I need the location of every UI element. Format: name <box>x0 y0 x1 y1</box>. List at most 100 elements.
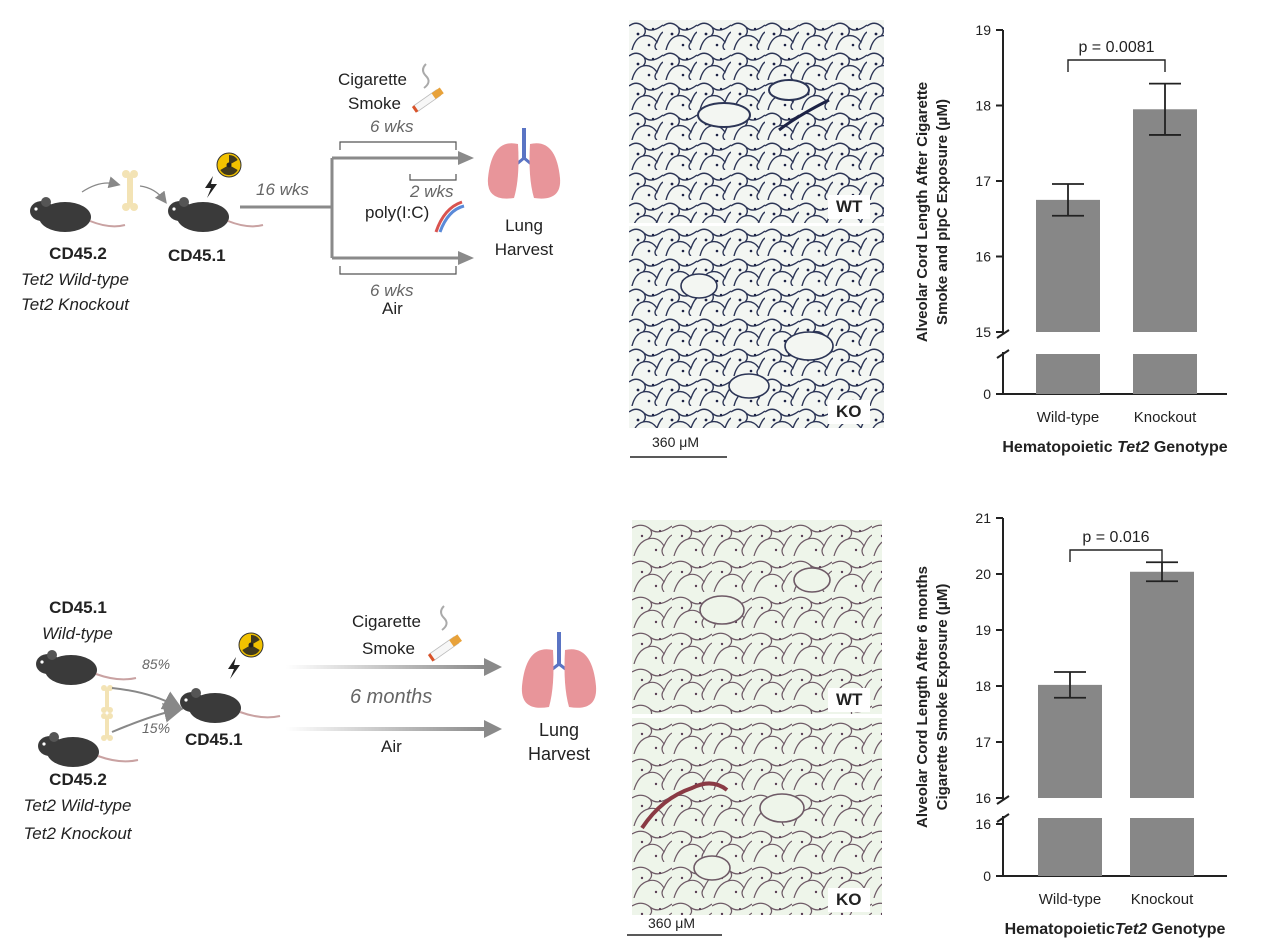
y-tick-label: 17 <box>975 173 991 189</box>
bar-wild-type <box>1036 199 1100 332</box>
donor-strain: CD45.2 <box>49 244 107 263</box>
transfer-arrows <box>81 176 167 204</box>
donor-tet2-strain: CD45.2 <box>49 770 107 789</box>
smoke-label-line1: Cigarette <box>338 70 407 89</box>
y-axis-label-line2: Smoke and pIpC Exposure (μM) <box>934 99 951 325</box>
recipient-mouse-icon-bottom <box>180 688 281 723</box>
scale-bar-line <box>630 456 727 458</box>
cigarette-icon <box>411 63 444 113</box>
y-tick-label: 0 <box>983 868 991 884</box>
bar-base-knockout <box>1130 818 1194 876</box>
bone-icon-2 <box>101 713 113 741</box>
top-bar-chart: 15 16 17 18 19 0 Wild-type Knockout p = 0.0081 He… <box>914 22 1228 456</box>
y-tick-label: 20 <box>975 566 991 582</box>
x-tick-label: Knockout <box>1134 409 1197 426</box>
bar-wild-type <box>1038 684 1102 798</box>
y-tick-label: 16 <box>975 249 991 265</box>
recipient-mouse-icon <box>168 197 264 232</box>
x-tick-label: Knockout <box>1131 891 1194 908</box>
y-tick-label: 17 <box>975 734 991 750</box>
pct-tet2: 15% <box>142 720 171 736</box>
donor-wt-mouse-icon <box>36 650 137 685</box>
p-value-label: p = 0.0081 <box>1078 39 1154 56</box>
histology-wt-tag: WT <box>828 195 871 219</box>
y-axis-label-line1: Alveolar Cord Length After Cigarette <box>914 82 931 342</box>
y-tick-label: 0 <box>983 386 991 402</box>
histology-ko-tag: KO <box>828 400 870 424</box>
y-axis-label-line1: Alveolar Cord Length After 6 months <box>914 566 931 828</box>
duration-bottom: 6 months <box>350 686 433 708</box>
scale-bar-label: 360 μM <box>652 434 699 450</box>
smoke-label-line2: Smoke <box>348 94 401 113</box>
y-tick-label: 18 <box>975 98 991 114</box>
y-tick-label: 15 <box>975 324 991 340</box>
lightning-icon <box>205 176 217 198</box>
histology-wt-image <box>629 20 884 223</box>
histology-ko-image <box>629 226 884 428</box>
air-label-bottom: Air <box>381 737 402 756</box>
significance-bracket <box>1069 549 1163 562</box>
x-tick-label: Wild-type <box>1037 409 1100 426</box>
bone-icon-1 <box>101 685 113 713</box>
axis-break-mark-upper <box>996 329 1010 339</box>
rna-strand-icon <box>434 200 465 233</box>
harvest-line2: Harvest <box>494 240 554 259</box>
histology-wt-tag-bottom: WT <box>828 688 871 712</box>
smoke-label-bottom-1: Cigarette <box>352 612 421 631</box>
y-tick-label: 21 <box>975 510 991 526</box>
x-axis-label: HematopoieticTet2 Genotype <box>1005 921 1226 938</box>
bar-knockout <box>1133 109 1197 333</box>
y-tick-label: 19 <box>975 22 991 38</box>
donor-tet2-genotype-wt: Tet2 Wild-type <box>23 796 132 815</box>
histology-ko-image-bottom <box>632 718 882 915</box>
smoke-duration: 6 wks <box>370 117 414 136</box>
y-tick-label: 16 <box>975 790 991 806</box>
air-duration: 6 wks <box>370 281 414 300</box>
donor-wt-genotype: Wild-type <box>42 624 113 643</box>
x-tick-label: Wild-type <box>1039 891 1102 908</box>
time-16wks: 16 wks <box>256 180 309 199</box>
smoke-label-bottom-2: Smoke <box>362 639 415 658</box>
recipient-strain-bottom: CD45.1 <box>185 730 243 749</box>
y-tick-label: 18 <box>975 678 991 694</box>
donor-tet2-genotype-ko: Tet2 Knockout <box>23 824 132 843</box>
exposure-arrows <box>286 658 502 738</box>
histology-wt-image-bottom <box>632 520 882 714</box>
y-tick-label: 16 <box>975 816 991 832</box>
radiation-icon <box>216 152 242 178</box>
lightning-icon-bottom <box>228 657 240 679</box>
lung-icon <box>487 128 561 199</box>
p-value-label: p = 0.016 <box>1082 529 1149 546</box>
polyic-label: poly(I:C) <box>365 203 430 222</box>
y-axis-label-line2: Cigarette Smoke Exposure (μM) <box>934 584 951 811</box>
bone-icon <box>122 170 138 211</box>
harvest-bottom-1: Lung <box>538 720 580 740</box>
bar-base-wild-type <box>1036 354 1100 394</box>
harvest-line1: Lung <box>505 216 543 235</box>
donor-genotype-wt: Tet2 Wild-type <box>21 270 129 289</box>
timeline-arrows <box>240 141 474 275</box>
x-axis-label: Hematopoietic Tet2 Genotype <box>1002 439 1227 456</box>
bar-knockout <box>1130 571 1194 798</box>
radiation-icon-bottom <box>238 632 264 658</box>
significance-bracket <box>1067 59 1166 72</box>
donor-tet2-mouse-icon <box>38 732 139 767</box>
cigarette-icon-bottom <box>427 605 462 662</box>
scale-bar-line-bottom <box>627 934 722 936</box>
donor-genotype-ko: Tet2 Knockout <box>20 295 130 314</box>
recipient-strain: CD45.1 <box>168 246 226 265</box>
air-label: Air <box>382 299 403 318</box>
bottom-bar-chart: 16 17 18 19 20 21 16 0 Wild-type Knockout p = 0.01… <box>914 510 1227 938</box>
bar-base-wild-type <box>1038 818 1102 876</box>
pct-wt: 85% <box>142 656 171 672</box>
axis-break-mark-upper <box>996 795 1010 805</box>
y-tick-label: 19 <box>975 622 991 638</box>
polyic-duration: 2 wks <box>410 182 454 201</box>
donor-wt-strain: CD45.1 <box>49 598 107 617</box>
harvest-bottom-2: Harvest <box>527 744 590 764</box>
histology-ko-tag-bottom: KO <box>828 888 870 912</box>
scale-bar-label-bottom: 360 μM <box>648 915 695 931</box>
chimera-arrows <box>111 687 184 733</box>
donor-mouse-icon <box>30 197 126 232</box>
bar-base-knockout <box>1133 354 1197 394</box>
